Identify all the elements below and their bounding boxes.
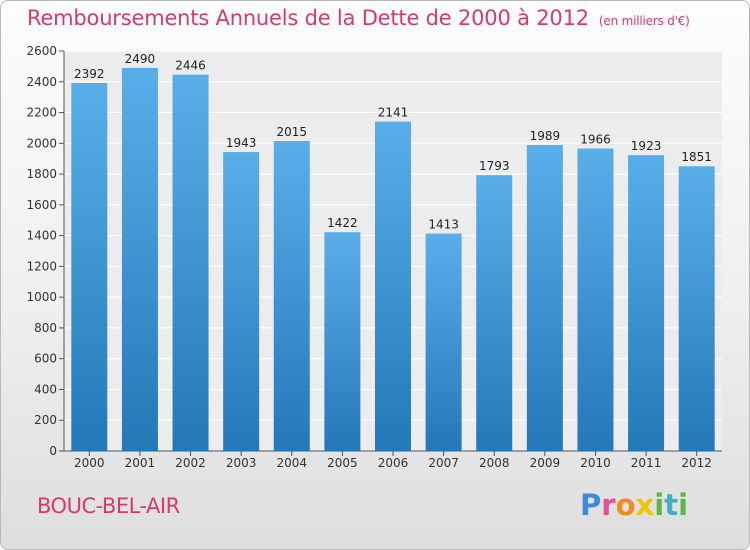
value-label-2011: 1923 — [631, 139, 662, 153]
x-tick-label-2002: 2002 — [175, 456, 206, 470]
bar-2010 — [577, 148, 614, 452]
y-tick-label: 1000 — [26, 290, 57, 304]
bar-2000 — [71, 83, 108, 451]
y-tick-label: 1800 — [26, 167, 57, 181]
y-tick-label: 200 — [34, 413, 57, 427]
value-label-2012: 1851 — [681, 150, 712, 164]
y-tick-label: 0 — [49, 444, 57, 458]
value-label-2005: 1422 — [327, 216, 358, 230]
bar-2002 — [172, 74, 209, 451]
y-tick-label: 2400 — [26, 75, 57, 89]
y-tick-label: 1600 — [26, 198, 57, 212]
y-tick-label: 800 — [34, 321, 57, 335]
bar-2008 — [476, 175, 513, 451]
value-label-2009: 1989 — [530, 129, 561, 143]
value-label-2008: 1793 — [479, 159, 510, 173]
x-tick-label-2010: 2010 — [580, 456, 611, 470]
x-tick-label-2008: 2008 — [479, 456, 510, 470]
y-tick-label: 2200 — [26, 106, 57, 120]
x-tick-label-2009: 2009 — [530, 456, 561, 470]
bar-2001 — [121, 67, 158, 451]
x-tick-label-2001: 2001 — [125, 456, 156, 470]
bar-2012 — [678, 166, 715, 451]
x-tick-label-2000: 2000 — [74, 456, 105, 470]
value-label-2003: 1943 — [226, 136, 257, 150]
commune-name: BOUC-BEL-AIR — [37, 494, 180, 518]
x-tick-label-2011: 2011 — [631, 456, 662, 470]
proxiti-logo: Proxiti — [580, 488, 689, 522]
bar-2009 — [526, 145, 563, 451]
chart-title-unit: (en milliers d'€) — [598, 14, 690, 28]
y-tick-label: 1400 — [26, 229, 57, 243]
y-tick-label: 600 — [34, 352, 57, 366]
bar-2011 — [628, 155, 665, 451]
x-tick-label-2007: 2007 — [428, 456, 459, 470]
value-label-2010: 1966 — [580, 133, 611, 147]
bar-2007 — [425, 233, 462, 451]
value-label-2004: 2015 — [276, 125, 307, 139]
y-tick-label: 400 — [34, 382, 57, 396]
value-label-2000: 2392 — [74, 67, 105, 81]
x-tick-label-2012: 2012 — [681, 456, 712, 470]
chart-title-text: Remboursements Annuels de la Dette de 20… — [27, 6, 589, 30]
value-label-2007: 1413 — [428, 218, 459, 232]
x-tick-label-2004: 2004 — [276, 456, 307, 470]
value-label-2002: 2446 — [175, 59, 206, 73]
y-tick-label: 2600 — [26, 44, 57, 58]
y-tick-label: 1200 — [26, 259, 57, 273]
y-tick-label: 2000 — [26, 136, 57, 150]
x-tick-label-2006: 2006 — [378, 456, 409, 470]
x-tick-label-2005: 2005 — [327, 456, 358, 470]
chart-title: Remboursements Annuels de la Dette de 20… — [27, 6, 690, 30]
value-label-2006: 2141 — [378, 106, 409, 120]
bar-2003 — [223, 152, 260, 452]
bar-2004 — [273, 141, 310, 451]
x-tick-label-2003: 2003 — [226, 456, 257, 470]
bar-2006 — [375, 121, 411, 451]
bar-2005 — [324, 232, 361, 451]
value-label-2001: 2490 — [125, 52, 156, 66]
